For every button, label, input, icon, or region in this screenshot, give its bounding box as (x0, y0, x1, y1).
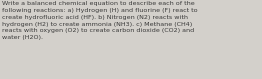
Text: Write a balanced chemical equation to describe each of the
following reactions: : Write a balanced chemical equation to de… (2, 1, 198, 40)
